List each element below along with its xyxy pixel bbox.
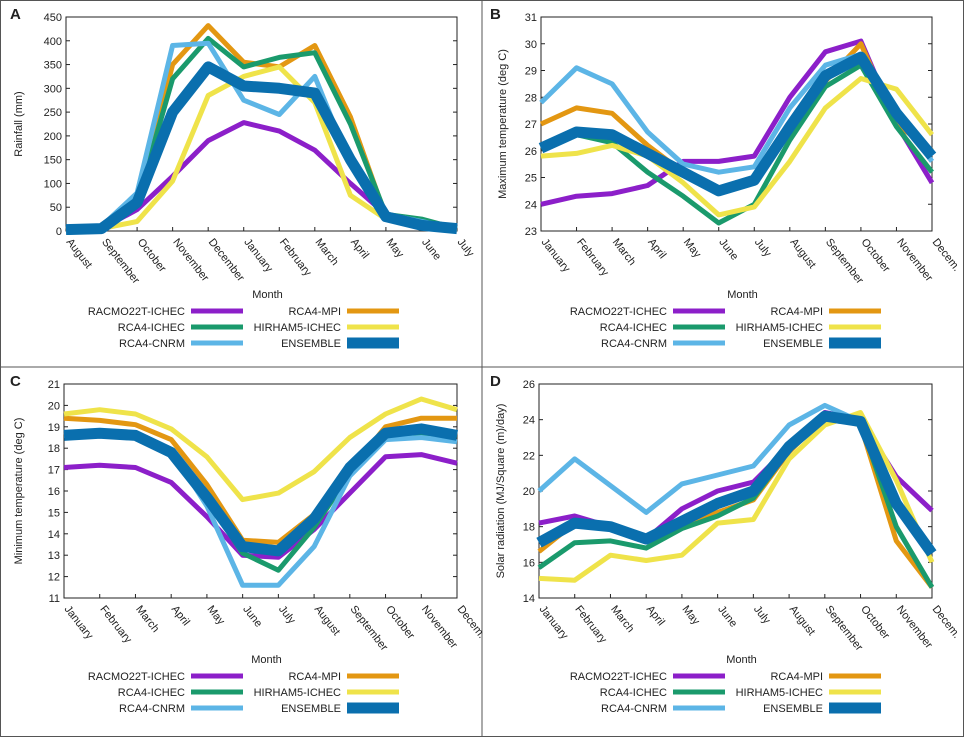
y-tick-label: 12 — [48, 572, 60, 584]
series-line-hirham5-ichec — [63, 396, 458, 503]
legend-label: RCA4-CNRM — [119, 703, 185, 715]
legend-label: ENSEMBLE — [281, 703, 341, 715]
y-tick-label: 16 — [48, 486, 60, 498]
legend-label: RACMO22T-ICHEC — [88, 306, 185, 318]
legend-label: HIRHAM5-ICHEC — [736, 322, 823, 334]
y-tick-label: 17 — [48, 465, 60, 477]
y-axis-label: Solar radiation (MJ/Square (m)/day) — [495, 404, 507, 579]
x-axis-label: Month — [727, 289, 758, 301]
legend: RACMO22T-ICHEC RCA4-MPI RCA4-ICHEC HIRHAM5-… — [570, 306, 881, 350]
legend-label: RCA4-ICHEC — [118, 322, 185, 334]
legend-label: RCA4-CNRM — [601, 338, 667, 350]
y-tick-label: 15 — [48, 507, 60, 519]
panel-label: B — [490, 6, 501, 23]
y-tick-label: 350 — [44, 60, 62, 72]
legend-label: RCA4-ICHEC — [600, 687, 667, 699]
y-tick-label: 28 — [525, 92, 537, 104]
y-tick-label: 18 — [523, 522, 535, 534]
series-group — [65, 23, 458, 235]
y-tick-label: 30 — [525, 39, 537, 51]
y-tick-label: 24 — [523, 415, 535, 427]
chart-panel-c: C 11 12 13 14 15 16 17 18 19 20 21 Minimum temperatu… — [10, 373, 487, 715]
legend-label: RACMO22T-ICHEC — [570, 671, 667, 683]
series-line-rca4-mpi — [63, 415, 457, 545]
series-group — [536, 402, 937, 589]
legend-label: ENSEMBLE — [763, 338, 823, 350]
y-tick-label: 21 — [48, 379, 60, 391]
legend: RACMO22T-ICHEC RCA4-MPI RCA4-ICHEC HIRHAM5-… — [88, 306, 399, 350]
legend-label: HIRHAM5-ICHEC — [736, 687, 823, 699]
y-tick-label: 0 — [56, 226, 62, 238]
y-tick-label: 16 — [523, 557, 535, 569]
y-tick-label: 27 — [525, 119, 537, 131]
y-tick-label: 14 — [523, 593, 535, 605]
panel-label: C — [10, 373, 21, 390]
y-tick-label: 14 — [48, 529, 60, 541]
y-tick-label: 50 — [50, 202, 62, 214]
series-line-ensemble — [63, 423, 458, 557]
legend-label: RCA4-CNRM — [119, 338, 185, 350]
y-tick-label: 150 — [44, 155, 62, 167]
series-group — [63, 396, 458, 588]
legend-label: RCA4-CNRM — [601, 703, 667, 715]
x-axis-label: Month — [251, 654, 282, 666]
y-tick-label: 13 — [48, 550, 60, 562]
legend-label: RCA4-MPI — [770, 306, 823, 318]
legend-label: HIRHAM5-ICHEC — [254, 687, 341, 699]
x-axis-label: Month — [726, 654, 757, 666]
y-tick-label: 300 — [44, 83, 62, 95]
legend-label: RCA4-MPI — [770, 671, 823, 683]
y-axis-label: Rainfall (mm) — [13, 91, 25, 156]
chart-panel-b: B 23 24 25 26 27 28 29 30 31 Maximum temperature (… — [490, 6, 962, 350]
series-line-ensemble — [65, 61, 458, 235]
y-tick-label: 25 — [525, 173, 537, 185]
plot-frame — [65, 16, 458, 232]
y-tick-label: 100 — [44, 178, 62, 190]
legend-label: RACMO22T-ICHEC — [570, 306, 667, 318]
legend-label: RCA4-MPI — [288, 306, 341, 318]
series-line-ensemble — [536, 410, 937, 557]
legend: RACMO22T-ICHEC RCA4-MPI RCA4-ICHEC HIRHAM5-… — [88, 671, 399, 715]
y-tick-label: 400 — [44, 36, 62, 48]
legend-label: HIRHAM5-ICHEC — [254, 322, 341, 334]
y-tick-label: 11 — [49, 593, 60, 605]
y-tick-label: 23 — [525, 226, 537, 238]
y-tick-label: 24 — [525, 199, 537, 211]
y-tick-label: 20 — [523, 486, 535, 498]
y-tick-label: 22 — [523, 450, 535, 462]
panel-label: D — [490, 373, 501, 390]
y-axis-label: Minimum temperature (deg C) — [13, 418, 25, 565]
y-tick-label: 200 — [44, 131, 62, 143]
legend-label: RCA4-ICHEC — [118, 687, 185, 699]
y-tick-label: 26 — [523, 379, 535, 391]
series-group — [538, 38, 937, 226]
legend-label: ENSEMBLE — [763, 703, 823, 715]
y-axis-label: Maximum temperature (deg C) — [497, 49, 509, 199]
y-tick-label: 20 — [48, 400, 60, 412]
y-tick-label: 450 — [44, 12, 62, 24]
panel-label: A — [10, 6, 21, 23]
series-line-hirham5-ichec — [540, 76, 934, 218]
legend: RACMO22T-ICHEC RCA4-MPI RCA4-ICHEC HIRHAM5-… — [570, 671, 881, 715]
series-line-ensemble — [538, 51, 937, 197]
y-tick-label: 31 — [525, 12, 537, 24]
y-tick-label: 250 — [44, 107, 62, 119]
x-axis-label: Month — [252, 289, 283, 301]
y-tick-label: 29 — [525, 66, 537, 78]
legend-label: ENSEMBLE — [281, 338, 341, 350]
legend-label: RCA4-ICHEC — [600, 322, 667, 334]
legend-label: RCA4-MPI — [288, 671, 341, 683]
legend-label: RACMO22T-ICHEC — [88, 671, 185, 683]
y-tick-label: 26 — [525, 146, 537, 158]
y-tick-label: 18 — [48, 443, 60, 455]
y-tick-label: 19 — [48, 422, 60, 434]
series-line-racmo22t-ichec — [63, 452, 458, 560]
